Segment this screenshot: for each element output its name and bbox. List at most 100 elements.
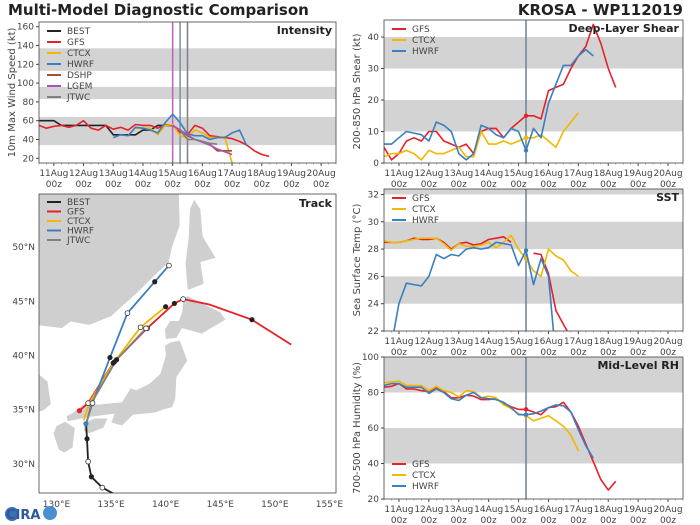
y-tick-label: 20 (23, 154, 35, 164)
series-marker (523, 248, 529, 253)
legend-label: CTCX (67, 217, 91, 227)
cira-logo: CIRA (5, 506, 57, 523)
shaded-band (384, 357, 683, 393)
x-tick-label-hour: 00z (75, 180, 91, 190)
x-tick-label: 13Aug (444, 337, 473, 347)
series-line-lgem (172, 124, 233, 156)
x-tick-label-hour: 00z (224, 180, 240, 190)
x-tick-label-hour: 00z (283, 180, 299, 190)
shaded-band (384, 276, 683, 304)
lat-tick-label: 30°N (12, 460, 35, 470)
y-tick-label: 30 (368, 218, 380, 228)
x-tick-label: 20Aug (654, 505, 683, 515)
x-tick-label: 13Aug (444, 169, 473, 179)
x-tick-label: 11Aug (384, 505, 413, 515)
y-tick-label: 40 (368, 33, 380, 43)
y-tick-label: 0 (373, 159, 379, 169)
x-tick-label-hour: 00z (630, 180, 646, 190)
x-tick-label: 16Aug (188, 169, 217, 179)
y-tick-label: 80 (23, 98, 35, 108)
y-tick-label: 32 (368, 190, 379, 200)
land-mass (39, 194, 181, 329)
lat-tick-label: 35°N (12, 406, 35, 416)
land-mass (66, 340, 188, 427)
legend-label: GFS (412, 25, 430, 35)
y-tick-label: 120 (17, 60, 34, 70)
y-tick-label: 80 (368, 389, 380, 399)
plot-area (384, 20, 683, 163)
land-mass (164, 295, 227, 340)
series-line-hwrf (393, 241, 555, 331)
y-tick-label: 30 (368, 65, 380, 75)
x-tick-label: 18Aug (247, 169, 276, 179)
track-marker-filled (171, 300, 177, 307)
series-marker (523, 113, 529, 118)
track-marker-filled (84, 436, 90, 442)
track-marker-open (180, 296, 186, 302)
x-tick-label-hour: 00z (481, 348, 497, 358)
x-tick-label-hour: 00z (510, 180, 526, 190)
y-tick-label: 20 (368, 495, 380, 505)
x-tick-label: 17Aug (218, 169, 247, 179)
x-tick-label: 15Aug (504, 337, 533, 347)
y-tick-label: 40 (368, 460, 380, 470)
x-tick-label-hour: 00z (630, 348, 646, 358)
shear-panel: 01020304011Aug00z12Aug00z13Aug00z14Aug00… (352, 19, 684, 190)
x-tick-label: 18Aug (594, 505, 623, 515)
panel-title: Mid-Level RH (597, 359, 679, 372)
x-tick-label-hour: 00z (421, 516, 437, 525)
x-tick-label-hour: 00z (570, 516, 586, 525)
map-frame (38, 193, 337, 494)
x-tick-label: 12Aug (414, 337, 443, 347)
x-tick-label-hour: 00z (481, 516, 497, 525)
x-tick-label-hour: 00z (391, 348, 407, 358)
panel-title: Intensity (277, 24, 332, 37)
lat-tick-label: 45°N (12, 297, 35, 307)
x-tick-label-hour: 00z (660, 180, 676, 190)
legend-label: CTCX (412, 36, 436, 46)
y-tick-label: 22 (368, 327, 379, 337)
plot-area (384, 357, 683, 499)
series-line-gfs (39, 119, 270, 158)
x-tick-label: 12Aug (414, 505, 443, 515)
track-marker-open (143, 325, 149, 332)
x-tick-label-hour: 00z (451, 180, 467, 190)
x-tick-label: 11Aug (384, 337, 413, 347)
lon-tick-label: 140°E (152, 500, 180, 510)
legend-label: HWRF (412, 482, 439, 492)
legend-label: LGEM (67, 82, 92, 92)
x-tick-label-hour: 00z (540, 516, 556, 525)
x-tick-label: 14Aug (474, 505, 503, 515)
x-tick-label: 19Aug (624, 505, 653, 515)
x-tick-label: 13Aug (444, 505, 473, 515)
series-marker (523, 412, 529, 417)
lat-tick-label: 40°N (12, 351, 35, 361)
series-line-hwrf (384, 382, 594, 459)
legend-label: CTCX (412, 205, 436, 215)
series-marker (523, 148, 529, 153)
x-tick-label-hour: 00z (105, 180, 121, 190)
track-marker-open (99, 484, 106, 491)
legend-label: HWRF (67, 227, 94, 237)
x-tick-label-hour: 00z (540, 348, 556, 358)
x-tick-label: 20Aug (654, 337, 683, 347)
x-tick-label: 19Aug (624, 169, 653, 179)
figure-title: Multi-Model Diagnostic Comparison (8, 1, 309, 19)
x-tick-label-hour: 00z (421, 348, 437, 358)
y-tick-label: 60 (368, 424, 380, 434)
track-line-jtwc (86, 327, 147, 422)
panel-title: Deep-Layer Shear (568, 22, 679, 35)
lat-tick-label: 50°N (12, 243, 35, 253)
x-tick-label-hour: 00z (510, 516, 526, 525)
x-tick-label: 15Aug (504, 169, 533, 179)
panel-title: SST (656, 191, 679, 204)
x-tick-label: 17Aug (564, 505, 593, 515)
y-tick-label: 28 (368, 245, 380, 255)
x-tick-label-hour: 00z (630, 516, 646, 525)
x-tick-label-hour: 00z (510, 348, 526, 358)
legend-label: GFS (412, 194, 430, 204)
legend-label: JTWC (66, 236, 90, 246)
x-tick-label-hour: 00z (451, 348, 467, 358)
x-tick-label: 12Aug (414, 169, 443, 179)
track-marker-open (124, 310, 131, 316)
